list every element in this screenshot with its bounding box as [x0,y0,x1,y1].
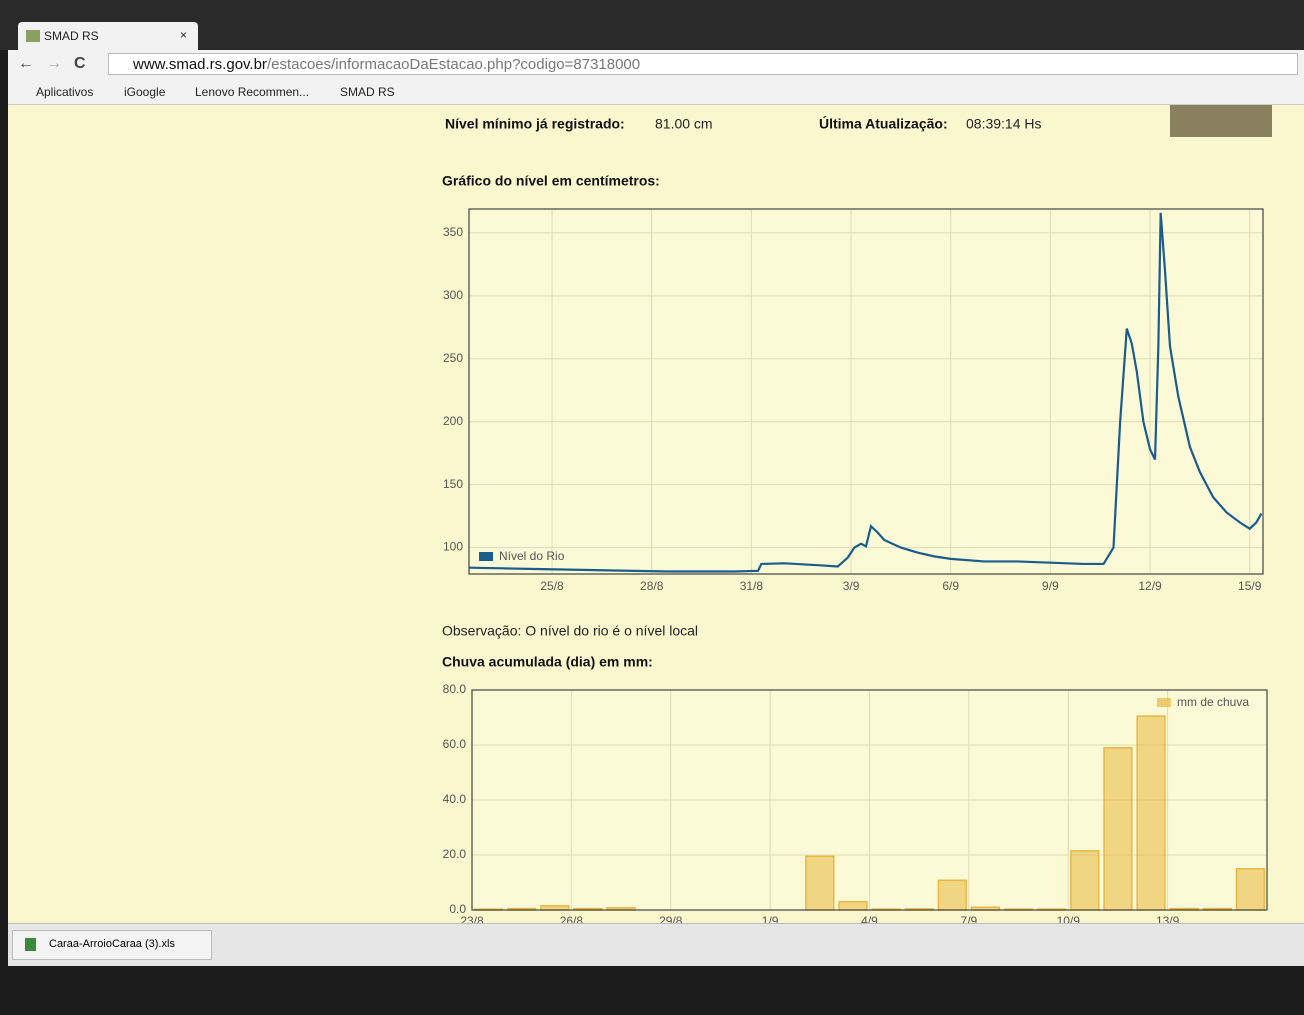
legend-swatch [479,552,493,561]
download-item[interactable]: Caraa-ArroioCaraa (3).xls [12,930,212,960]
x-tick-label: 29/8 [659,914,683,923]
y-tick-label: 200 [443,414,463,428]
x-tick-label: 9/9 [1042,579,1059,593]
reload-button[interactable]: C [74,55,86,73]
bar [938,880,966,910]
x-tick-label: 10/9 [1057,914,1081,923]
min-level-label: Nível mínimo já registrado: [445,116,625,132]
favicon [26,30,40,42]
url-field[interactable]: www.smad.rs.gov.br/estacoes/informacaoDa… [108,53,1298,75]
y-tick-label: 150 [443,477,463,491]
x-tick-label: 3/9 [843,579,860,593]
observation: Observação: O nível do rio é o nível loc… [442,623,698,639]
y-tick-label: 250 [443,351,463,365]
bookmark[interactable]: iGoogle [124,85,165,99]
bar [839,902,867,910]
bookmark[interactable]: SMAD RS [340,85,395,99]
level-chart-heading: Gráfico do nível em centímetros: [442,173,660,189]
bar [806,856,834,910]
page-group: Nível mínimo já registrado: 81.00 cm Últ… [442,105,1272,923]
legend-label: mm de chuva [1177,695,1249,709]
update-label: Última Atualização: [819,115,948,132]
x-tick-label: 1/9 [762,914,779,923]
min-level-value: 81.00 cm [655,116,713,132]
x-tick-label: 4/9 [861,914,878,923]
plot-area [469,209,1263,574]
x-tick-label: 23/8 [460,914,484,923]
bookmarks-bar: Aplicativos iGoogle Lenovo Recommen... S… [8,80,1304,105]
back-button[interactable]: ← [18,55,34,73]
y-tick-label: 60.0 [443,737,467,751]
rain-chart-heading: Chuva acumulada (dia) em mm: [442,654,653,670]
url-path: /estacoes/informacaoDaEstacao.php?codigo… [267,56,640,73]
bar [541,906,569,910]
x-tick-label: 25/8 [540,579,564,593]
x-tick-label: 28/8 [640,579,664,593]
station-photo [1170,105,1272,137]
y-tick-label: 350 [443,225,463,239]
x-tick-label: 15/9 [1238,579,1262,593]
x-tick-label: 6/9 [942,579,959,593]
tab[interactable]: SMAD RS × [18,22,198,50]
legend-swatch [1157,698,1171,707]
x-tick-label: 26/8 [560,914,584,923]
forward-button[interactable]: → [46,55,62,73]
y-tick-label: 100 [443,540,463,554]
screen: SMAD RS × ← → C www.smad.rs.gov.br/estac… [0,0,1304,1015]
page-svg: Nível mínimo já registrado: 81.00 cm Últ… [8,105,1304,923]
y-tick-label: 20.0 [443,847,467,861]
x-tick-label: 31/8 [740,579,764,593]
y-tick-label: 80.0 [443,682,467,696]
tab-strip: SMAD RS × [0,0,1304,50]
bar [1137,716,1165,910]
update-value: 08:39:14 Hs [966,116,1042,132]
download-filename: Caraa-ArroioCaraa (3).xls [49,938,175,950]
page-content: Nível mínimo já registrado: 81.00 cm Últ… [8,105,1304,923]
x-tick-label: 12/9 [1138,579,1162,593]
bar [1237,869,1265,910]
address-bar: ← → C www.smad.rs.gov.br/estacoes/inform… [8,50,1304,80]
download-bar: Caraa-ArroioCaraa (3).xls [8,923,1304,966]
y-tick-label: 40.0 [443,792,467,806]
y-tick-label: 300 [443,288,463,302]
bookmark[interactable]: Lenovo Recommen... [195,85,309,99]
x-tick-label: 7/9 [961,914,978,923]
file-icon [25,938,36,951]
bar [1071,851,1099,910]
bookmark[interactable]: Aplicativos [36,85,93,99]
url-host: www.smad.rs.gov.br [133,56,267,73]
x-tick-label: 13/9 [1156,914,1180,923]
tab-title: SMAD RS [44,29,99,43]
bar [1104,748,1132,910]
tab-close[interactable]: × [180,28,187,42]
legend-label: Nível do Rio [499,549,565,563]
